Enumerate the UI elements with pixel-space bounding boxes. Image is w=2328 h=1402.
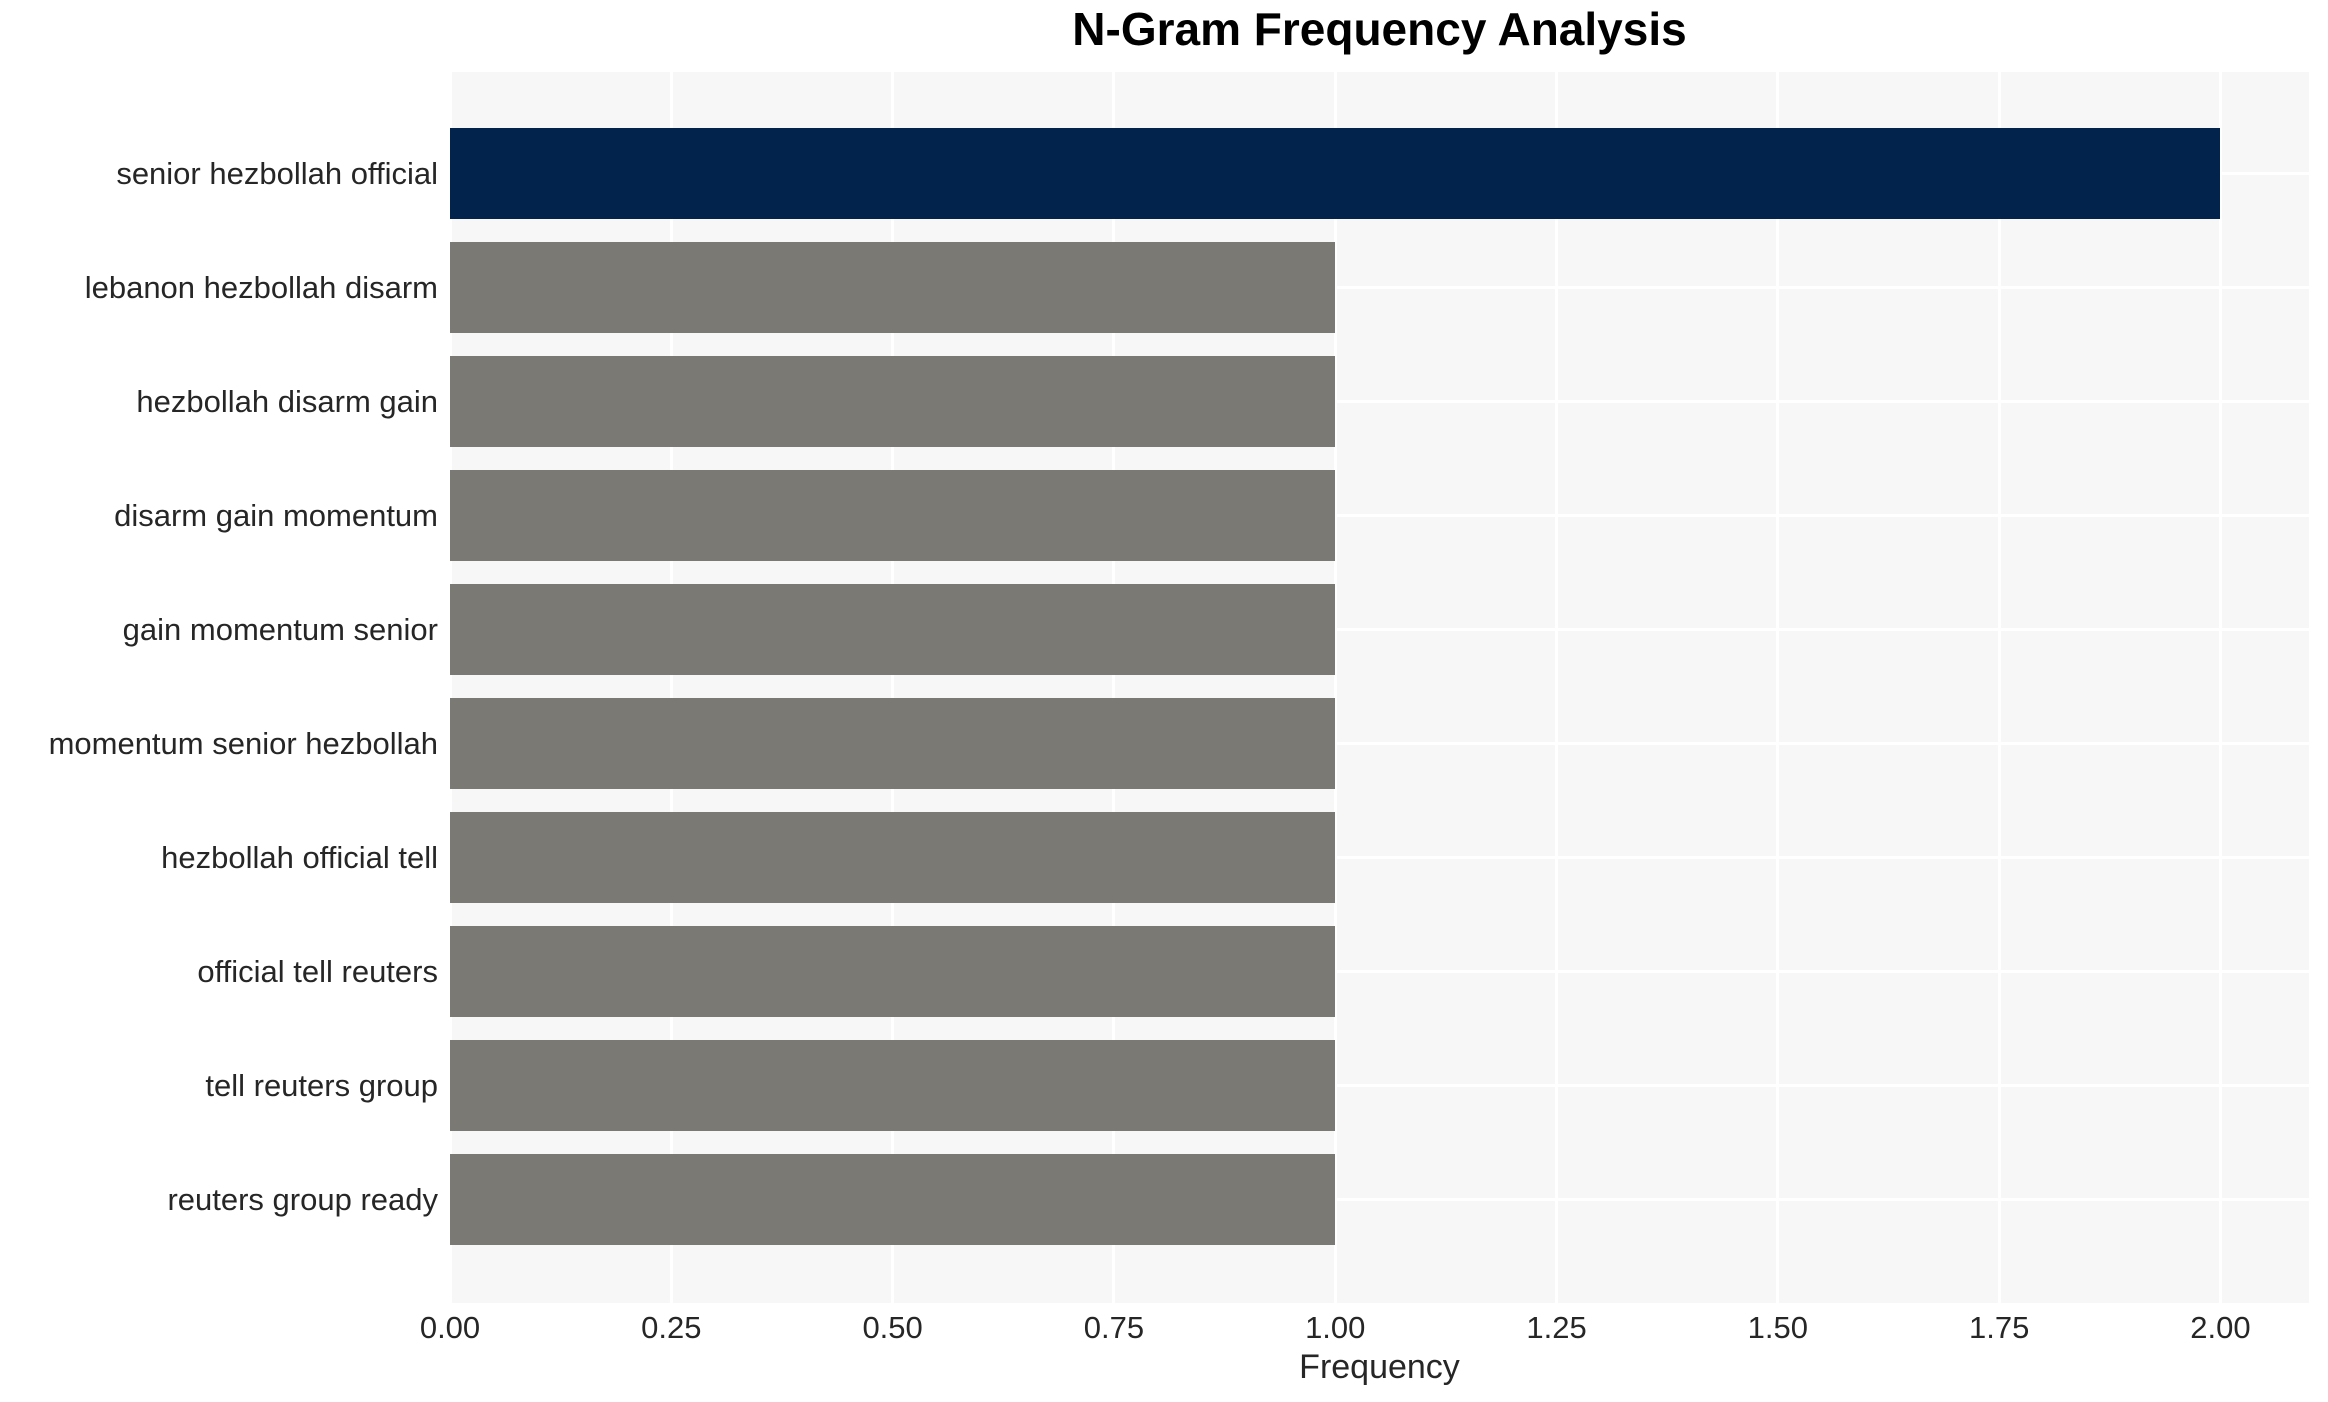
x-tick-label: 2.00 [2190, 1310, 2251, 1345]
bar [450, 584, 1336, 675]
y-gridline [450, 514, 2309, 517]
chart-title: N-Gram Frequency Analysis [1072, 3, 1687, 55]
bar [450, 698, 1336, 789]
y-gridline [450, 628, 2309, 631]
plot-area [448, 72, 2309, 1303]
x-gridline [1112, 72, 1116, 1303]
bar [450, 242, 1336, 333]
x-tick-label: 0.75 [1083, 1310, 1145, 1345]
x-gridline [1333, 72, 1337, 1303]
bar [450, 470, 1336, 561]
bar [450, 356, 1336, 447]
x-tick-label: 0.00 [419, 1310, 481, 1345]
x-tick-label: 0.50 [862, 1310, 923, 1345]
y-tick-label: hezbollah disarm gain [136, 383, 438, 419]
bar [450, 926, 1336, 1017]
y-gridline [450, 400, 2309, 403]
x-gridline [669, 72, 673, 1303]
y-tick-label: disarm gain momentum [114, 497, 438, 533]
y-tick-label: senior hezbollah official [116, 155, 438, 191]
bar [450, 128, 2221, 219]
y-gridline [450, 742, 2309, 745]
y-tick-label: lebanon hezbollah disarm [84, 269, 438, 305]
bar [450, 1154, 1336, 1245]
x-tick-label: 1.00 [1305, 1310, 1366, 1345]
x-gridline [448, 72, 452, 1303]
y-tick-label: gain momentum senior [122, 611, 438, 647]
x-gridline [1997, 72, 2001, 1303]
y-gridline [450, 286, 2309, 289]
y-gridline [450, 970, 2309, 973]
x-gridline [1555, 72, 1559, 1303]
y-gridline [450, 1198, 2309, 1201]
x-gridline [1776, 72, 1780, 1303]
x-tick-label: 1.75 [1968, 1310, 2030, 1345]
y-tick-label: reuters group ready [167, 1181, 438, 1217]
y-tick-label: tell reuters group [205, 1067, 438, 1103]
x-tick-label: 0.25 [641, 1310, 702, 1345]
y-tick-label: hezbollah official tell [161, 839, 438, 875]
bar [450, 812, 1336, 903]
x-axis-label: Frequency [1299, 1348, 1460, 1386]
x-gridline [2218, 72, 2222, 1303]
y-gridline [450, 1084, 2309, 1087]
y-gridline [450, 856, 2309, 859]
x-tick-label: 1.25 [1526, 1310, 1587, 1345]
x-tick-label: 1.50 [1747, 1310, 1809, 1345]
y-tick-label: momentum senior hezbollah [48, 725, 438, 761]
y-tick-label: official tell reuters [197, 953, 438, 989]
x-gridline [891, 72, 895, 1303]
bar [450, 1040, 1336, 1131]
